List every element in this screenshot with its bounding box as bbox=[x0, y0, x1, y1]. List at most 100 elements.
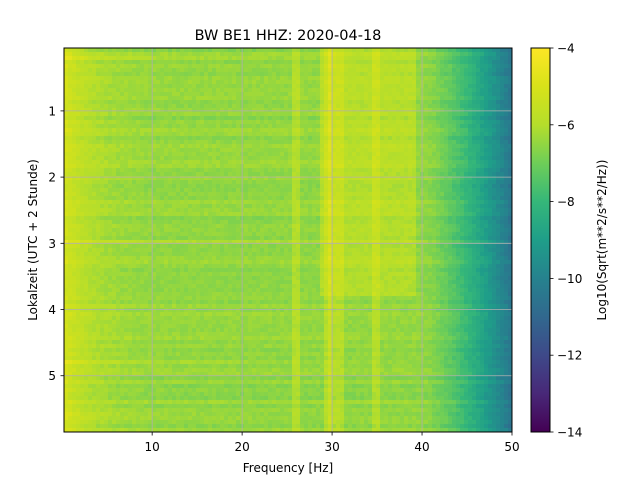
heatmap-cell bbox=[428, 172, 433, 177]
heatmap-cell bbox=[504, 100, 509, 105]
heatmap-cell bbox=[80, 160, 85, 165]
heatmap-cell bbox=[212, 180, 217, 185]
heatmap-cell bbox=[196, 68, 201, 73]
heatmap-cell bbox=[136, 68, 141, 73]
heatmap-cell bbox=[396, 184, 401, 189]
heatmap-cell bbox=[364, 144, 369, 149]
heatmap-cell bbox=[472, 176, 477, 181]
heatmap-cell bbox=[324, 220, 329, 225]
heatmap-cell bbox=[380, 168, 385, 173]
heatmap-cell bbox=[320, 120, 325, 125]
heatmap-cell bbox=[328, 220, 333, 225]
heatmap-cell bbox=[156, 160, 161, 165]
heatmap-cell bbox=[428, 188, 433, 193]
heatmap-cell bbox=[392, 216, 397, 221]
heatmap-cell bbox=[124, 84, 129, 89]
heatmap-cell bbox=[200, 144, 205, 149]
heatmap-cell bbox=[120, 124, 125, 129]
heatmap-cell bbox=[120, 160, 125, 165]
heatmap-cell bbox=[300, 208, 305, 213]
heatmap-cell bbox=[416, 164, 421, 169]
heatmap-cell bbox=[460, 168, 465, 173]
heatmap-cell bbox=[180, 224, 185, 229]
heatmap-cell bbox=[428, 84, 433, 89]
heatmap-cell bbox=[184, 64, 189, 69]
heatmap-cell bbox=[400, 204, 405, 209]
heatmap-cell bbox=[412, 192, 417, 197]
heatmap-cell bbox=[492, 168, 497, 173]
heatmap-cell bbox=[204, 140, 209, 145]
heatmap-cell bbox=[356, 180, 361, 185]
heatmap-cell bbox=[208, 132, 213, 137]
heatmap-cell bbox=[84, 112, 89, 117]
heatmap-cell bbox=[272, 180, 277, 185]
heatmap-cell bbox=[364, 216, 369, 221]
heatmap-cell bbox=[452, 200, 457, 205]
heatmap-cell bbox=[496, 76, 501, 81]
heatmap-cell bbox=[228, 136, 233, 141]
heatmap-cell bbox=[184, 176, 189, 181]
heatmap-cell bbox=[436, 132, 441, 137]
heatmap-cell bbox=[164, 92, 169, 97]
heatmap-cell bbox=[336, 116, 341, 121]
heatmap-cell bbox=[180, 144, 185, 149]
heatmap-cell bbox=[440, 208, 445, 213]
heatmap-cell bbox=[308, 128, 313, 133]
heatmap-cell bbox=[184, 148, 189, 153]
heatmap-cell bbox=[160, 136, 165, 141]
heatmap-cell bbox=[140, 116, 145, 121]
heatmap-cell bbox=[372, 100, 377, 105]
heatmap-cell bbox=[68, 104, 73, 109]
heatmap-cell bbox=[80, 100, 85, 105]
heatmap-cell bbox=[396, 56, 401, 61]
heatmap-cell bbox=[504, 168, 509, 173]
heatmap-cell bbox=[124, 220, 129, 225]
heatmap-cell bbox=[148, 184, 153, 189]
heatmap-cell bbox=[352, 208, 357, 213]
heatmap-cell bbox=[404, 64, 409, 69]
heatmap-cell bbox=[136, 56, 141, 61]
heatmap-cell bbox=[116, 148, 121, 153]
heatmap-cell bbox=[436, 188, 441, 193]
heatmap-cell bbox=[256, 120, 261, 125]
heatmap-cell bbox=[200, 176, 205, 181]
heatmap-cell bbox=[156, 60, 161, 65]
heatmap-cell bbox=[412, 52, 417, 57]
heatmap-cell bbox=[120, 76, 125, 81]
heatmap-cell bbox=[172, 112, 177, 117]
heatmap-cell bbox=[268, 128, 273, 133]
heatmap-cell bbox=[488, 164, 493, 169]
heatmap-cell bbox=[444, 120, 449, 125]
heatmap-cell bbox=[332, 152, 337, 157]
heatmap-cell bbox=[212, 196, 217, 201]
heatmap-cell bbox=[416, 204, 421, 209]
heatmap-cell bbox=[408, 200, 413, 205]
heatmap-cell bbox=[412, 68, 417, 73]
heatmap-cell bbox=[164, 216, 169, 221]
heatmap-cell bbox=[280, 136, 285, 141]
heatmap-cell bbox=[228, 152, 233, 157]
heatmap-cell bbox=[348, 132, 353, 137]
heatmap-cell bbox=[252, 80, 257, 85]
heatmap-cell bbox=[476, 92, 481, 97]
heatmap-cell bbox=[384, 128, 389, 133]
heatmap-cell bbox=[496, 120, 501, 125]
heatmap-cell bbox=[268, 136, 273, 141]
heatmap-cell bbox=[288, 136, 293, 141]
heatmap-cell bbox=[488, 188, 493, 193]
heatmap-cell bbox=[472, 120, 477, 125]
heatmap-cell bbox=[160, 68, 165, 73]
heatmap-cell bbox=[316, 132, 321, 137]
heatmap-cell bbox=[84, 136, 89, 141]
heatmap-cell bbox=[212, 108, 217, 113]
heatmap-cell bbox=[272, 136, 277, 141]
heatmap-cell bbox=[180, 220, 185, 225]
heatmap-cell bbox=[364, 128, 369, 133]
heatmap-cell bbox=[368, 200, 373, 205]
heatmap-cell bbox=[64, 208, 69, 213]
heatmap-cell bbox=[76, 108, 81, 113]
heatmap-cell bbox=[184, 168, 189, 173]
heatmap-cell bbox=[496, 116, 501, 121]
heatmap-cell bbox=[260, 88, 265, 93]
heatmap-cell bbox=[424, 80, 429, 85]
